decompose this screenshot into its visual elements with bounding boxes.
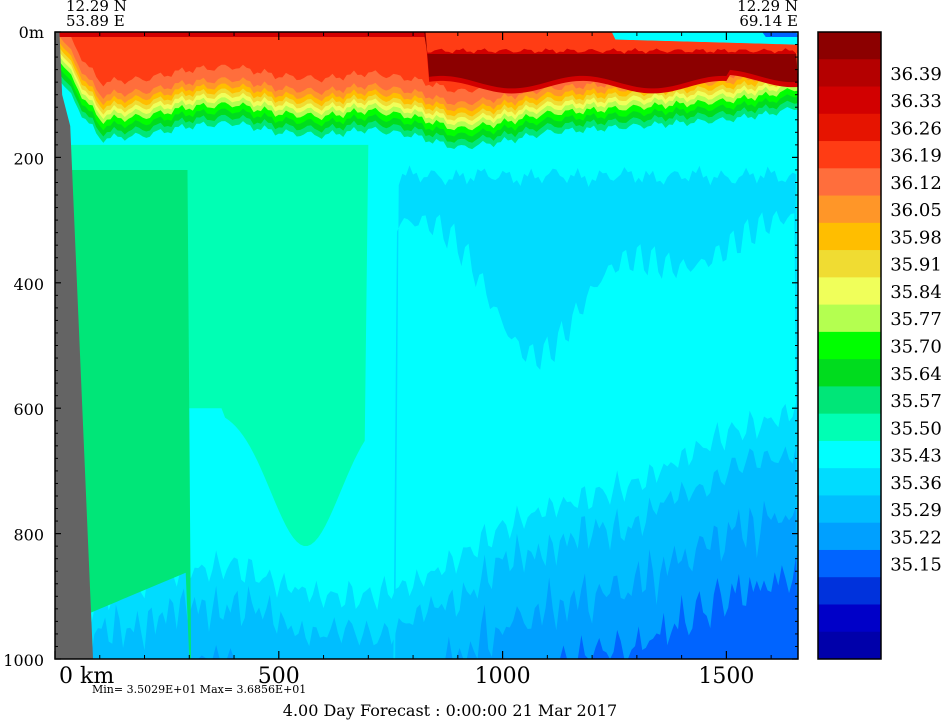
colorbar-swatch — [818, 195, 881, 224]
forecast-footer: 4.00 Day Forecast : 0:00:00 21 Mar 2017 — [283, 701, 617, 720]
left-green-column — [55, 169, 798, 659]
colorbar-label: 35.77 — [890, 309, 942, 330]
y-tick-label: 400 — [13, 275, 44, 294]
stats-text: Min= 3.5029E+01 Max= 3.6856E+01 — [92, 683, 306, 696]
colorbar-swatch — [818, 113, 881, 142]
colorbar-swatch — [818, 604, 881, 633]
colorbar-label: 36.33 — [890, 91, 942, 112]
colorbar-label: 35.70 — [890, 337, 942, 358]
left-lat-label: 12.29 N — [66, 0, 127, 15]
colorbar-swatch — [818, 577, 881, 605]
y-tick-label: 0m — [19, 23, 44, 42]
x-tick-label: 500 — [258, 664, 300, 689]
x-tick-label: 0 — [59, 664, 73, 689]
x-tick-label: 1500 — [698, 664, 754, 689]
colorbar-swatch — [818, 32, 881, 60]
colorbar-label: 35.64 — [890, 364, 942, 385]
colorbar-label: 35.98 — [890, 227, 942, 248]
core — [55, 32, 798, 89]
upper-band-9 — [55, 32, 798, 93]
colorbar-label: 36.39 — [890, 64, 942, 85]
colorbar-label: 35.43 — [890, 446, 942, 467]
plume-column — [55, 144, 798, 546]
colorbar-swatch — [818, 141, 881, 169]
colorbar-swatch — [818, 549, 881, 578]
colorbar-label: 36.26 — [890, 118, 942, 139]
y-tick-label: 1000 — [3, 651, 44, 670]
colorbar-swatch — [818, 631, 881, 660]
colorbar-swatch — [818, 522, 881, 551]
colorbar-labels: 36.39 36.33 36.26 36.19 36.12 36.05 35.98 35.91… — [890, 64, 942, 576]
right-lat-label: 12.29 N — [737, 0, 798, 15]
deep-band-4 — [55, 554, 798, 659]
left-lon-label: 53.89 E — [66, 12, 125, 30]
colorbar-label: 35.57 — [890, 391, 942, 412]
colorbar-label: 35.91 — [890, 255, 942, 276]
colorbar-swatch — [818, 250, 881, 278]
y-tick-label: 200 — [13, 149, 44, 168]
colorbar-swatch — [818, 168, 881, 197]
y-tick-label: 600 — [13, 400, 44, 419]
colorbar-swatch — [818, 495, 881, 524]
surface-fresh-band — [55, 32, 798, 45]
y-axis: 0m 200 400 600 800 1000 — [3, 23, 798, 670]
right-lon-label: 69.14 E — [739, 12, 798, 30]
colorbar-label: 36.12 — [890, 173, 942, 194]
colorbar-swatch — [818, 468, 881, 496]
x-axis: 0 500 1000 1500 — [54, 32, 772, 689]
colorbar-swatch — [818, 277, 881, 306]
y-tick-label: 800 — [13, 526, 44, 545]
colorbar-label: 35.29 — [890, 500, 942, 521]
colorbar-swatch — [818, 386, 881, 415]
colorbar-label: 36.19 — [890, 146, 942, 167]
colorbar-swatch — [818, 331, 881, 360]
colorbar-swatch — [818, 59, 881, 88]
colorbar-swatch — [818, 222, 881, 251]
mid-fresh-intrusion — [55, 165, 798, 659]
colorbar-swatch — [818, 86, 881, 115]
colorbar-label: 35.36 — [890, 473, 942, 494]
salinity-field — [55, 32, 798, 659]
bathymetry-land — [55, 32, 96, 659]
colorbar-label: 35.15 — [890, 555, 942, 576]
plot-area — [55, 32, 798, 659]
deep-band-3 — [55, 500, 798, 659]
colorbar-swatch — [818, 304, 881, 333]
colorbar-swatch — [818, 440, 881, 469]
colorbar-swatch — [818, 413, 881, 442]
colorbar-label: 35.22 — [890, 527, 942, 548]
colorbar-swatch — [818, 359, 881, 387]
colorbar-frame — [817, 31, 882, 660]
colorbar-label: 35.50 — [890, 418, 942, 439]
x-tick-label: 1000 — [475, 664, 531, 689]
x-unit-label: km — [80, 664, 114, 689]
colorbar — [818, 32, 881, 660]
colorbar-label: 35.84 — [890, 282, 942, 303]
colorbar-label: 36.05 — [890, 200, 942, 221]
